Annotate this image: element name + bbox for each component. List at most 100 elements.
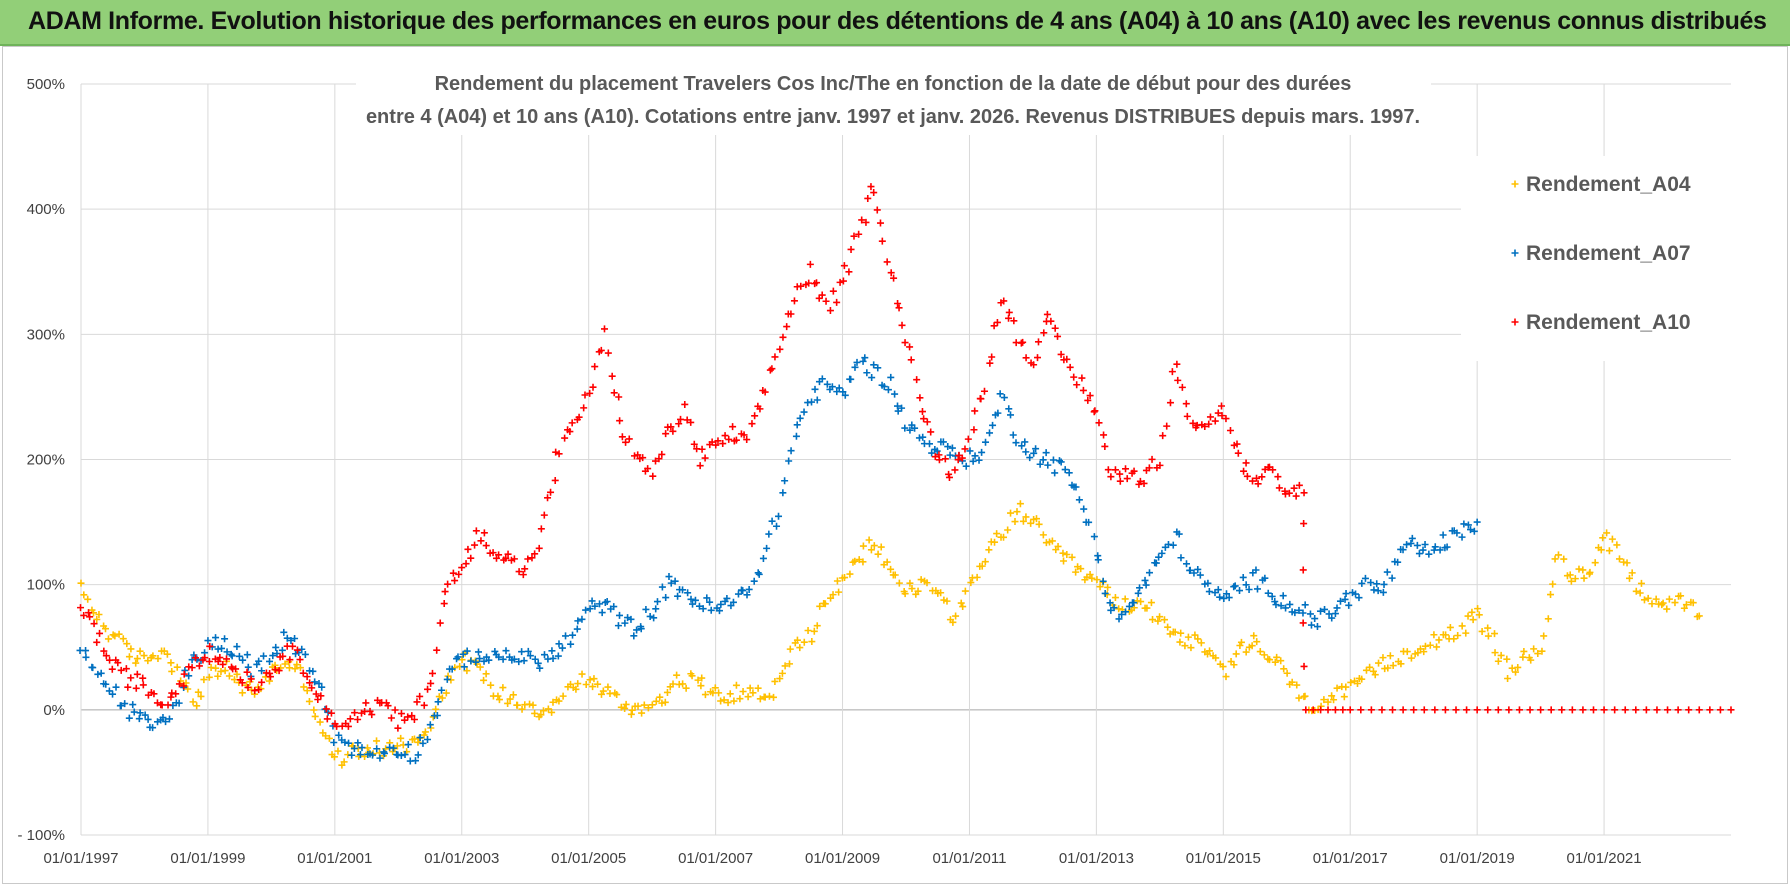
series-Rendement_A04 (77, 500, 1703, 769)
data-point (540, 511, 548, 519)
data-point (771, 353, 779, 361)
data-point (1116, 477, 1124, 485)
data-point (443, 675, 451, 683)
data-point (1665, 595, 1673, 603)
data-point (1367, 706, 1375, 714)
data-point (330, 739, 338, 746)
data-point (1194, 635, 1202, 643)
data-point (586, 389, 594, 397)
data-point (1237, 638, 1245, 646)
data-point (614, 622, 622, 630)
data-point (217, 667, 225, 675)
data-point (662, 430, 670, 438)
data-point (413, 698, 421, 706)
data-point (180, 670, 188, 678)
data-point (535, 544, 543, 552)
data-point (373, 745, 381, 753)
data-point (663, 688, 671, 696)
data-point (1366, 663, 1374, 671)
data-point (613, 691, 621, 699)
data-point (316, 718, 324, 726)
x-tick-label: 01/01/2015 (1186, 850, 1261, 867)
data-point (1177, 554, 1185, 562)
data-point (1558, 706, 1566, 714)
data-point (94, 670, 102, 678)
data-point (1695, 706, 1703, 714)
data-point (555, 450, 563, 458)
data-point (1173, 360, 1181, 368)
data-point (628, 706, 636, 714)
data-point (540, 651, 548, 659)
data-point (1059, 549, 1067, 557)
data-point (1378, 706, 1386, 714)
data-point (1184, 633, 1192, 641)
data-point (289, 642, 297, 650)
data-point (1021, 438, 1029, 446)
data-point (993, 530, 1001, 538)
data-point (354, 715, 362, 723)
data-point (117, 702, 125, 710)
data-point (354, 739, 362, 747)
data-point (1000, 394, 1008, 402)
data-point (1695, 612, 1703, 620)
data-point (424, 735, 432, 743)
data-point (1300, 489, 1308, 497)
data-point (1383, 568, 1391, 576)
data-point (694, 676, 702, 684)
data-point (1433, 643, 1441, 651)
data-point (1191, 631, 1199, 639)
data-point (1299, 619, 1307, 627)
data-point (1403, 541, 1411, 549)
data-point (691, 596, 699, 604)
data-point (779, 333, 787, 341)
data-point (238, 689, 246, 697)
data-point (792, 432, 800, 440)
data-point (616, 417, 624, 425)
data-point (1063, 355, 1071, 363)
data-point (578, 615, 586, 623)
data-point (548, 708, 556, 716)
data-point (310, 706, 318, 714)
data-point (1145, 464, 1153, 472)
data-point (1080, 505, 1088, 513)
data-point (1057, 458, 1065, 466)
data-point (730, 697, 738, 705)
data-point (132, 659, 140, 667)
data-point (223, 648, 231, 656)
data-point (1333, 604, 1341, 612)
data-point (1072, 483, 1080, 491)
data-point (266, 669, 274, 677)
data-point (1347, 678, 1355, 686)
data-point (251, 687, 259, 695)
data-point (102, 680, 110, 688)
data-point (1464, 521, 1472, 529)
data-point (1206, 413, 1214, 421)
data-point (1328, 692, 1336, 700)
data-point (104, 635, 112, 643)
data-point (555, 697, 563, 705)
data-point (586, 676, 594, 684)
data-point (667, 579, 675, 587)
data-point (707, 606, 715, 614)
data-point (1243, 472, 1251, 480)
data-point (768, 365, 776, 373)
data-point (1032, 445, 1040, 453)
data-point (763, 544, 771, 552)
data-point (531, 550, 539, 558)
data-point (1286, 600, 1294, 608)
data-point (136, 647, 144, 655)
x-tick-label: 01/01/2019 (1440, 850, 1515, 867)
data-point (1439, 531, 1447, 539)
data-point (1277, 602, 1285, 610)
data-point (861, 354, 869, 362)
data-point (214, 672, 222, 680)
data-point (1473, 706, 1481, 714)
data-point (1125, 602, 1133, 610)
data-point (841, 391, 849, 399)
data-point (633, 626, 641, 634)
data-point (1374, 587, 1382, 595)
data-point (1043, 310, 1051, 318)
data-point (622, 700, 630, 708)
data-point (749, 689, 757, 697)
data-point (476, 655, 484, 663)
